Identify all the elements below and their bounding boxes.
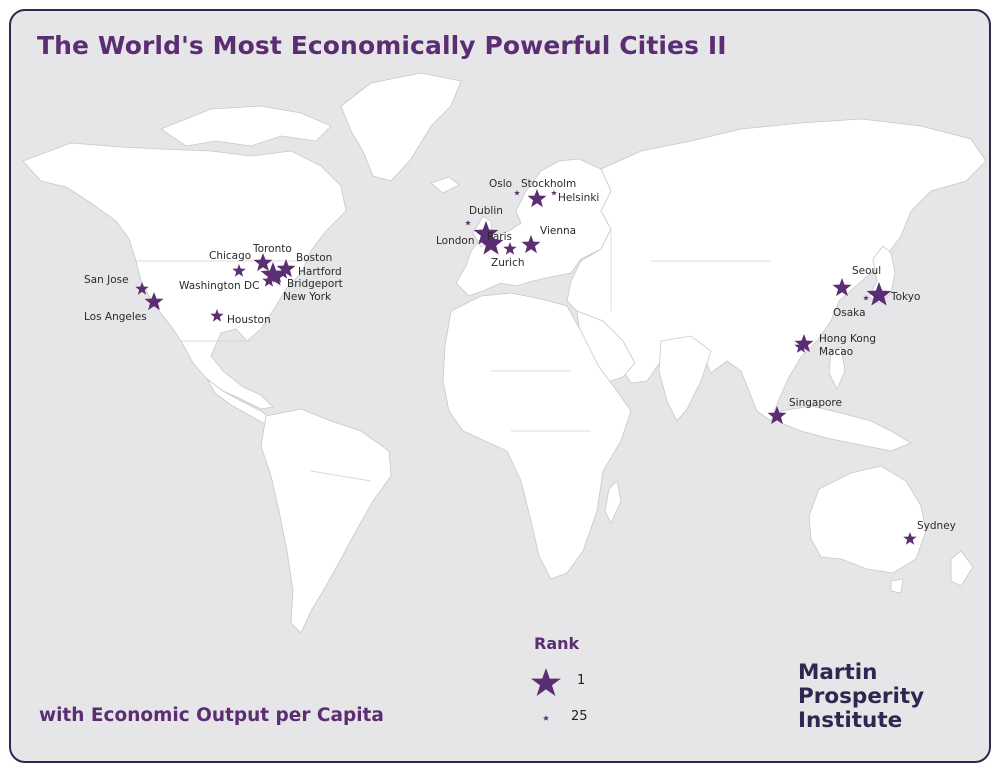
city-marker-seoul (832, 278, 852, 297)
city-marker-hong-kong (794, 334, 814, 353)
city-marker-new-york (260, 262, 286, 286)
arctic-islands (160, 105, 332, 147)
brand-line-3: Institute (798, 708, 903, 733)
city-marker-dublin (465, 220, 471, 226)
city-label-new-york: New York (283, 291, 332, 303)
city-marker-stockholm (527, 189, 547, 208)
madagascar (604, 480, 622, 524)
city-label-chicago: Chicago (209, 250, 251, 262)
australia (808, 465, 927, 574)
landmasses (22, 72, 987, 634)
tasmania (890, 578, 904, 594)
asia (566, 118, 987, 422)
city-label-sydney: Sydney (917, 520, 956, 532)
map-frame: San Jose Los Angeles Chicago Toronto Boston H… (9, 9, 991, 763)
borders (136, 229, 771, 482)
north-america (22, 142, 347, 410)
brand-line-1: Martin (798, 660, 878, 685)
city-label-san-jose: San Jose (84, 274, 129, 286)
city-marker-macao (794, 340, 808, 353)
city-label-hong-kong: Hong Kong (819, 333, 876, 345)
greenland (340, 72, 462, 182)
city-marker-zurich (503, 242, 517, 255)
city-label-helsinki: Helsinki (558, 192, 599, 204)
legend-star-small (543, 715, 549, 721)
japan (868, 245, 896, 304)
city-label-washington-dc: Washington DC (179, 280, 259, 292)
legend-star-large (531, 668, 561, 696)
city-label-seoul: Seoul (852, 265, 881, 277)
city-marker-toronto (253, 253, 273, 272)
city-label-singapore: Singapore (789, 397, 842, 409)
philippines (828, 346, 846, 390)
city-label-osaka: Osaka (833, 307, 866, 319)
city-marker-oslo (514, 190, 520, 196)
city-marker-houston (210, 309, 224, 322)
legend-stars (531, 668, 561, 721)
new-zealand (950, 550, 974, 587)
city-label-boston: Boston (296, 252, 332, 264)
city-label-macao: Macao (819, 346, 853, 358)
city-label-paris: Paris (487, 231, 512, 243)
city-label-bridgeport: Bridgeport (287, 278, 343, 290)
city-label-houston: Houston (227, 314, 271, 326)
city-marker-vienna (521, 235, 541, 254)
iceland (430, 176, 460, 194)
city-marker-helsinki (551, 190, 557, 196)
city-marker-singapore (767, 406, 787, 425)
city-label-tokyo: Tokyo (890, 291, 920, 303)
city-label-london: London (436, 235, 475, 247)
city-marker-london (473, 221, 499, 245)
city-marker-tokyo (866, 282, 892, 306)
brand-logo: Martin Prosperity Institute (798, 661, 924, 733)
city-label-los-angeles: Los Angeles (84, 311, 147, 323)
city-marker-paris (478, 231, 504, 255)
city-marker-san-jose (135, 282, 149, 295)
legend-low-label: 25 (571, 709, 588, 724)
brand-line-2: Prosperity (798, 684, 925, 709)
city-marker-sydney (903, 532, 917, 545)
city-label-vienna: Vienna (540, 225, 576, 237)
city-label-zurich: Zurich (491, 257, 525, 269)
city-marker-boston (276, 259, 296, 278)
india (658, 335, 712, 422)
city-marker-osaka (863, 295, 869, 301)
city-label-stockholm: Stockholm (521, 178, 576, 190)
legend-high-label: 1 (577, 673, 586, 688)
city-marker-chicago (232, 264, 246, 277)
city-label-toronto: Toronto (252, 243, 292, 255)
map-title: The World's Most Economically Powerful C… (37, 31, 727, 60)
city-label-dublin: Dublin (469, 205, 503, 217)
city-marker-los-angeles (144, 292, 164, 311)
south-america (260, 408, 392, 634)
map-subtitle: with Economic Output per Capita (39, 705, 384, 726)
southeast-asia-islands (780, 405, 912, 452)
legend-title: Rank (534, 634, 580, 653)
city-label-oslo: Oslo (489, 178, 512, 190)
city-label-hartford: Hartford (298, 266, 342, 278)
africa (442, 292, 632, 580)
